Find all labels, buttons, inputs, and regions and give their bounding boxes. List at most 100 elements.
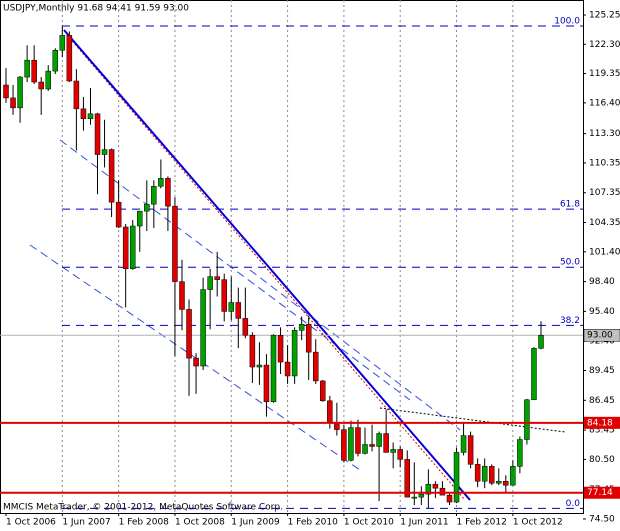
candle-body (221, 279, 227, 312)
x-tick-label: 1 Feb 2012 (457, 518, 507, 528)
candle-body (24, 59, 30, 78)
x-tick-label: 1 Oct 2008 (175, 518, 225, 528)
footer-note: MMCIS MetaTrader, © 2001-2012, MetaQuote… (3, 503, 283, 513)
y-tick-label: 113.30 (589, 129, 620, 139)
candle-body (460, 435, 467, 453)
candle-body (214, 276, 220, 280)
y-tick-label: 95.40 (589, 307, 615, 317)
y-tick-label: 104.35 (589, 218, 620, 228)
y-tick-label: 116.40 (589, 98, 620, 108)
candle-body (228, 302, 235, 312)
y-tick-label: 119.35 (589, 69, 620, 79)
x-tick-label: 1 Jun 2007 (62, 518, 110, 528)
x-tick-label: 1 Jun 2011 (400, 518, 448, 528)
candle-body (277, 334, 284, 363)
y-tick-label: 86.45 (589, 396, 615, 406)
candle-body (249, 334, 256, 368)
trend-line-dotted (379, 407, 566, 433)
candle-body (383, 433, 389, 453)
candle-body (418, 493, 425, 498)
y-tick-label: 101.40 (589, 247, 620, 257)
candle-body (144, 203, 150, 212)
candle-body (369, 444, 375, 447)
candle-body (432, 483, 439, 489)
candle-body (242, 318, 249, 336)
y-tick-label: 125.25 (589, 10, 620, 20)
price-label-box (584, 486, 620, 499)
candle-body (312, 351, 319, 382)
candle-body (270, 334, 277, 403)
candle-body (17, 76, 23, 109)
candle-body (453, 452, 460, 503)
y-tick-label: 92.40 (589, 337, 615, 347)
y-tick-label: 98.40 (589, 277, 615, 287)
candle-body (129, 225, 136, 269)
candle-body (348, 427, 354, 461)
candle-body (397, 449, 403, 460)
candle-body (101, 149, 108, 155)
candle-body (263, 364, 270, 403)
candle-body (355, 427, 361, 454)
candle-body (390, 449, 396, 453)
candle-body (235, 302, 242, 319)
channel-line (29, 244, 361, 471)
candle-body (376, 433, 382, 447)
candle-body (320, 380, 326, 402)
candle-body (256, 364, 263, 368)
candle-body (108, 149, 115, 203)
y-tick-label: 107.35 (589, 188, 620, 198)
price-label: 77.14 (587, 488, 613, 498)
candle-body (172, 205, 178, 282)
candle-body (80, 108, 87, 120)
candle-body (122, 226, 129, 269)
candle-body (87, 113, 94, 120)
candle-body (45, 70, 51, 90)
price-label: 84.18 (587, 418, 613, 428)
fib-label: 100.0 (554, 17, 580, 27)
current-price-box (583, 328, 620, 342)
candle-body (496, 480, 502, 484)
candle-body (404, 459, 410, 498)
candle-body (200, 289, 206, 367)
candle-body (474, 464, 481, 482)
fib-label: 0.0 (566, 499, 581, 509)
candle-body (66, 35, 73, 82)
candle-body (488, 466, 495, 484)
candle-body (524, 399, 530, 440)
candle-body (538, 334, 544, 349)
y-tick-label: 110.35 (589, 158, 620, 168)
candle-body (439, 487, 446, 496)
candle-body (291, 330, 298, 377)
candle-body (327, 400, 333, 423)
candle-body (179, 281, 185, 310)
candle-body (31, 59, 37, 83)
channel-line (249, 269, 461, 431)
candle-body (503, 480, 509, 486)
x-tick-label: 1 Feb 2010 (288, 518, 339, 528)
candle-body (10, 97, 16, 109)
candle-body (193, 357, 199, 367)
candle-body (59, 35, 66, 51)
candle-body (517, 439, 523, 467)
plot-frame (0, 0, 584, 514)
candle-body (305, 324, 312, 353)
candle-body (94, 113, 101, 155)
current-price-label: 93.00 (587, 331, 613, 341)
y-tick-label: 83.45 (589, 426, 615, 436)
candle-body (298, 324, 305, 331)
candle-body (207, 276, 213, 290)
candle-body (467, 435, 474, 465)
candle-body (411, 496, 418, 499)
candle-body (341, 429, 347, 461)
candle-body (3, 84, 9, 99)
x-tick-label: 1 Oct 2012 (513, 518, 563, 528)
candle-body (186, 309, 192, 359)
x-tick-label: 1 Oct 2006 (6, 518, 56, 528)
x-tick-label: 1 Oct 2010 (344, 518, 394, 528)
candle-body (531, 348, 537, 401)
candle-body (38, 81, 44, 90)
trend-line (63, 29, 471, 501)
candle-body (362, 444, 368, 454)
